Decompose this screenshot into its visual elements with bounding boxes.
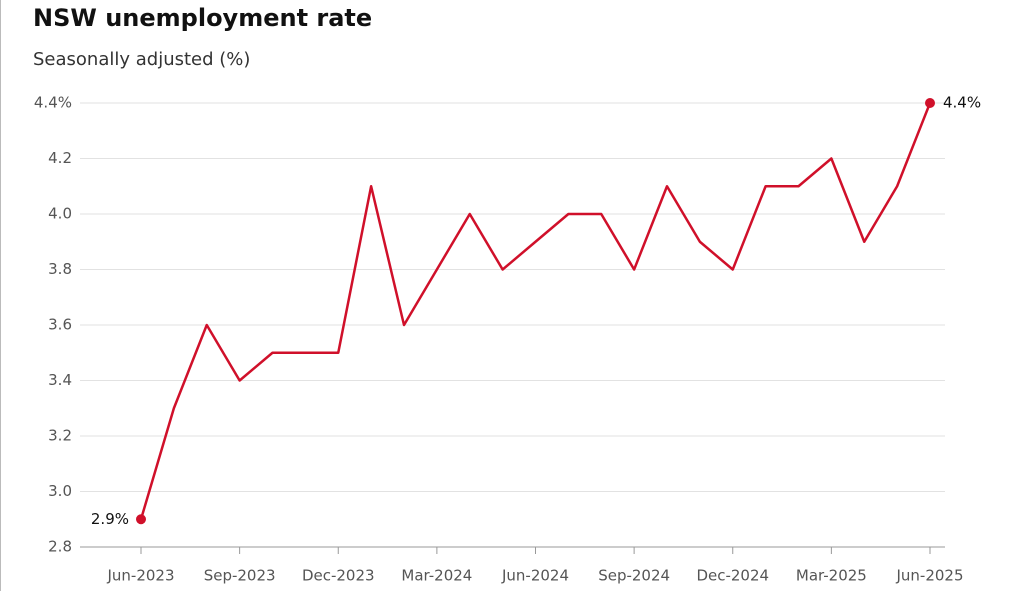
y-tick-label: 3.2 — [48, 427, 72, 445]
y-tick-label: 4.2 — [48, 149, 72, 167]
point — [925, 98, 935, 108]
x-tick-label: Jun-2023 — [106, 567, 174, 585]
chart-title: NSW unemployment rate — [33, 4, 372, 32]
y-tick-label: 3.4 — [48, 371, 72, 389]
value-label: 2.9% — [91, 510, 129, 528]
chart-subtitle: Seasonally adjusted (%) — [33, 49, 250, 70]
x-tick-label: Jun-2025 — [895, 567, 963, 585]
point — [136, 514, 146, 525]
line — [139, 102, 932, 520]
x-tick-label: Dec-2023 — [302, 567, 375, 585]
y-tick-label: 3.8 — [48, 260, 72, 278]
x-tick-label: Mar-2024 — [401, 567, 472, 585]
x-tick-label: Sep-2024 — [598, 567, 670, 585]
x-tick-label: Mar-2025 — [796, 567, 867, 585]
y-tick-label: 3.6 — [48, 316, 72, 334]
x-tick-label: Dec-2024 — [696, 567, 769, 585]
y-tick-label: 4.0 — [48, 205, 72, 223]
value-label: 4.4% — [943, 94, 981, 112]
y-tick-label: 3.0 — [48, 482, 72, 500]
x-tick-label: Sep-2023 — [204, 567, 276, 585]
y-tick-label: 4.4% — [34, 94, 72, 112]
x-tick-label: Jun-2024 — [501, 567, 569, 585]
y-tick-label: 2.8 — [48, 538, 72, 556]
